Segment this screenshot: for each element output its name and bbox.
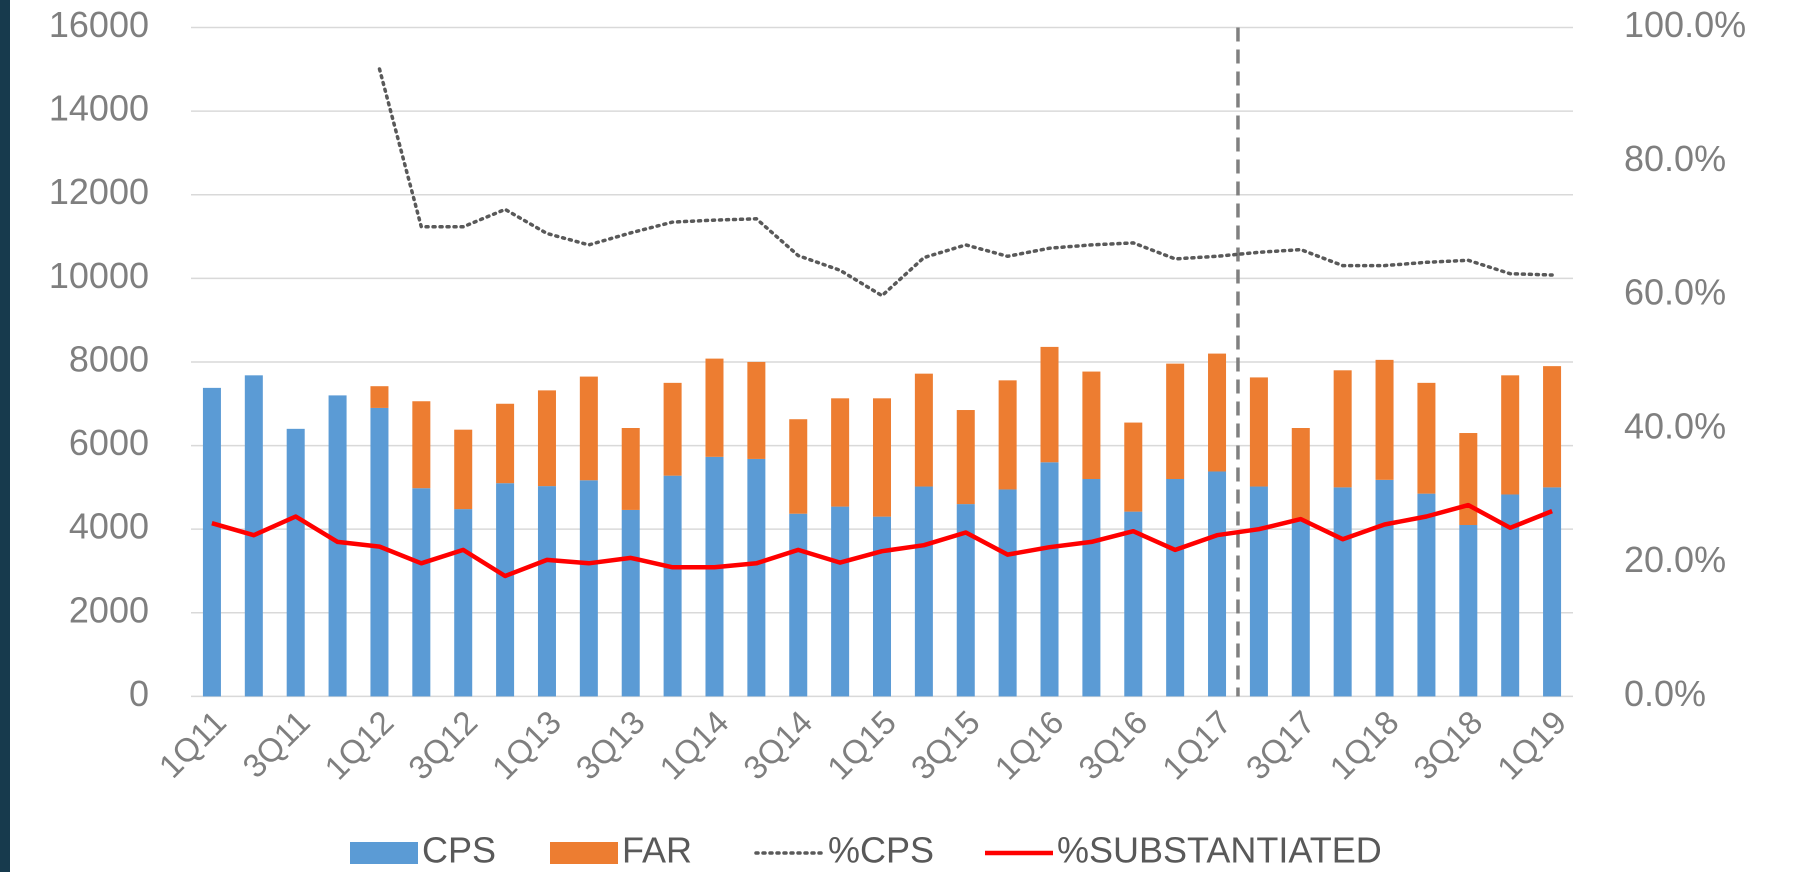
bar: [579, 376, 598, 481]
legend-label: %CPS: [828, 830, 934, 871]
bar: [1040, 462, 1059, 697]
y-tick-label: 2000: [69, 589, 149, 630]
legend-swatch: [550, 842, 618, 864]
y2-tick-label: 60.0%: [1624, 272, 1726, 313]
bar: [1249, 377, 1268, 487]
bar: [412, 488, 431, 697]
bar: [537, 390, 556, 487]
bar: [1459, 524, 1478, 697]
bar: [914, 373, 933, 487]
line: [377, 67, 1554, 298]
y2-tick-label: 100.0%: [1624, 4, 1746, 45]
bar: [1124, 422, 1143, 512]
y-tick-label: 14000: [49, 88, 149, 129]
left-edge: [0, 0, 10, 872]
bar: [1333, 487, 1352, 697]
bar: [1417, 493, 1436, 697]
bar: [956, 410, 975, 505]
bar: [496, 483, 515, 697]
bar: [998, 380, 1017, 490]
bar: [789, 419, 808, 514]
bar: [747, 361, 766, 459]
bar: [747, 458, 766, 697]
bar: [831, 398, 850, 507]
bar: [1291, 428, 1310, 521]
y2-tick-label: 40.0%: [1624, 405, 1726, 446]
bar: [705, 358, 724, 457]
y-tick-label: 0: [129, 673, 149, 714]
bar: [621, 428, 640, 510]
bar: [1208, 471, 1227, 697]
bar: [496, 403, 515, 484]
bar: [1082, 371, 1101, 480]
legend-label: CPS: [422, 830, 496, 871]
bar: [956, 504, 975, 697]
bar: [663, 382, 682, 476]
bar: [1124, 511, 1143, 697]
bar: [286, 428, 305, 697]
bar: [537, 486, 556, 697]
bar: [454, 429, 473, 510]
bar: [454, 509, 473, 697]
bar: [1291, 520, 1310, 697]
bar: [202, 387, 221, 697]
bar: [1543, 366, 1562, 488]
bar: [914, 486, 933, 697]
bar: [1249, 486, 1268, 697]
bar: [621, 509, 640, 697]
bar: [1166, 479, 1185, 697]
bar: [872, 398, 892, 517]
bar: [1375, 479, 1394, 697]
y-tick-label: 8000: [69, 338, 149, 379]
bar: [412, 401, 431, 489]
y-tick-label: 16000: [49, 4, 149, 45]
bar: [370, 407, 389, 697]
bar: [370, 386, 389, 408]
legend-label: FAR: [622, 830, 692, 871]
bar: [1501, 494, 1520, 697]
legend-label: %SUBSTANTIATED: [1057, 830, 1382, 871]
bar: [789, 513, 808, 697]
bar: [872, 516, 892, 697]
bar: [705, 456, 724, 697]
bar: [1459, 433, 1478, 525]
bar: [1040, 346, 1059, 463]
bar: [1208, 353, 1227, 472]
y-tick-label: 4000: [69, 506, 149, 547]
bar: [1166, 363, 1185, 480]
bar: [579, 480, 598, 697]
y-tick-label: 6000: [69, 422, 149, 463]
y-tick-label: 10000: [49, 255, 149, 296]
bar: [998, 489, 1017, 697]
line: [211, 502, 1553, 579]
bar: [1501, 375, 1520, 495]
bar: [1417, 382, 1436, 494]
y2-tick-label: 20.0%: [1624, 539, 1726, 580]
bar: [1082, 479, 1101, 697]
bar: [1543, 487, 1562, 697]
y2-tick-label: 80.0%: [1624, 138, 1726, 179]
bar: [1333, 370, 1352, 488]
bar: [831, 506, 850, 697]
bar: [1375, 359, 1394, 480]
bar: [328, 395, 347, 697]
y-tick-label: 12000: [49, 171, 149, 212]
legend-swatch: [350, 842, 418, 864]
y2-tick-label: 0.0%: [1624, 673, 1706, 714]
bar: [663, 475, 682, 697]
